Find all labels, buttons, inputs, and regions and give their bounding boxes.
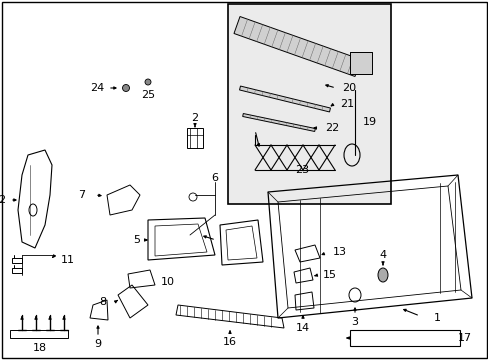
Ellipse shape — [122, 85, 129, 91]
Text: 24: 24 — [90, 83, 104, 93]
Text: 18: 18 — [33, 343, 47, 353]
Text: 15: 15 — [323, 270, 336, 280]
Text: 9: 9 — [94, 339, 102, 349]
Text: 16: 16 — [223, 337, 237, 347]
Bar — [349, 52, 371, 74]
Text: 13: 13 — [332, 247, 346, 257]
Text: 4: 4 — [379, 250, 386, 260]
Bar — [12, 268, 22, 273]
Bar — [227, 4, 390, 204]
Polygon shape — [239, 86, 330, 112]
Text: 2: 2 — [191, 113, 198, 123]
Text: 3: 3 — [351, 317, 358, 327]
Bar — [349, 330, 459, 346]
Ellipse shape — [377, 268, 387, 282]
Text: 12: 12 — [0, 195, 7, 205]
Text: 17: 17 — [457, 333, 471, 343]
Text: 6: 6 — [211, 173, 218, 183]
Text: 8: 8 — [99, 297, 106, 307]
Text: 14: 14 — [295, 323, 309, 333]
Text: 7: 7 — [78, 190, 85, 200]
Text: 19: 19 — [362, 117, 376, 127]
Text: 25: 25 — [141, 90, 155, 100]
Bar — [186, 128, 203, 148]
Text: 11: 11 — [61, 255, 75, 265]
Text: 21: 21 — [339, 99, 353, 109]
Text: 1: 1 — [433, 313, 440, 323]
Polygon shape — [233, 17, 360, 76]
Text: 10: 10 — [161, 277, 175, 287]
Text: 5: 5 — [133, 235, 140, 245]
Text: 22: 22 — [324, 123, 339, 133]
Text: 23: 23 — [294, 165, 308, 175]
Ellipse shape — [145, 79, 151, 85]
Bar — [10, 330, 68, 338]
Text: 20: 20 — [341, 83, 355, 93]
Bar — [12, 258, 22, 263]
Polygon shape — [242, 113, 315, 131]
